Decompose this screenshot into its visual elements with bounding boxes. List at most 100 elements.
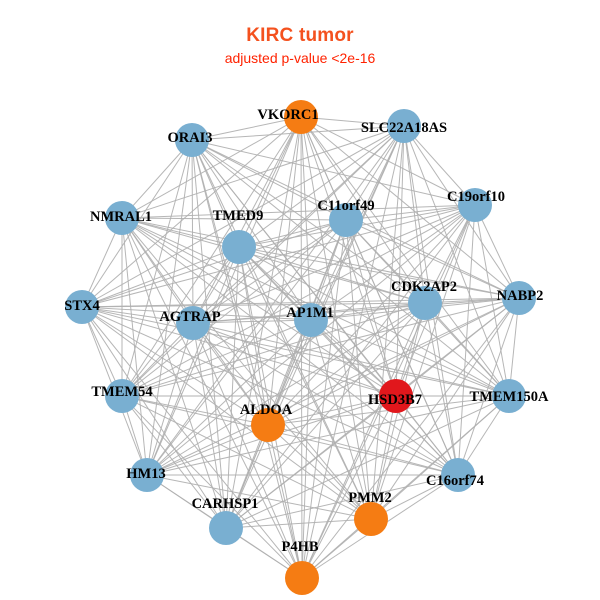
graph-edge [267,125,405,426]
graph-node-p4hb[interactable] [285,561,319,595]
graph-edge [192,322,510,397]
edges-layer [81,116,520,579]
graph-edge [81,306,194,324]
graph-node-vkorc1[interactable] [284,100,318,134]
graph-edge [238,246,510,397]
graph-node-c11orf49[interactable] [329,203,363,237]
graph-node-hsd3b7[interactable] [379,379,413,413]
graph-edge [191,139,194,324]
graph-edge [225,474,459,529]
graph-edge [345,219,459,476]
graph-node-pmm2[interactable] [354,502,388,536]
graph-edge [121,217,240,248]
graph-edge [146,219,347,476]
graph-node-cdk2ap2[interactable] [408,286,442,320]
graph-edge [301,319,312,579]
graph-edge [238,219,347,248]
graph-node-ap1m1[interactable] [294,303,328,337]
graph-edge [146,302,426,476]
graph-node-c19orf10[interactable] [458,188,492,222]
page-title: KIRC tumor [246,25,354,46]
graph-edge [310,204,476,321]
graph-edge [81,306,510,397]
graph-edge [225,246,240,529]
graph-node-nabp2[interactable] [502,281,536,315]
graph-edge [225,518,372,529]
graph-edge [146,297,520,476]
graph-edge [225,219,347,529]
graph-node-tmed9[interactable] [222,230,256,264]
graph-edge [191,139,240,248]
graph-edge [121,302,426,397]
graph-edge [301,395,397,579]
graph-edge [121,217,426,304]
graph-node-c16orf74[interactable] [441,458,475,492]
graph-edge [121,217,148,476]
graph-edge [238,246,520,299]
graph-edge [192,322,269,426]
graph-edge [225,395,510,529]
graph-edge [192,116,302,324]
graph-node-slc22a18as[interactable] [387,109,421,143]
graph-edge [310,319,397,397]
graph-edge [121,204,476,219]
graph-node-carhsp1[interactable] [209,511,243,545]
graph-edge [225,424,269,529]
graph-edge [345,125,405,221]
graph-node-tmem54[interactable] [105,379,139,413]
graph-edge [395,125,405,397]
graph-edge [424,302,510,397]
graph-node-aldoa[interactable] [251,408,285,442]
graph-edge [192,322,397,397]
graph-edge [121,217,347,221]
graph-edge [301,302,426,579]
graph-edge [191,139,303,579]
graph-edge [191,139,227,529]
graph-edge [121,217,227,529]
graph-edge [81,306,372,520]
graph-edge [121,116,302,397]
graph-node-nmral1[interactable] [105,201,139,235]
graph-edge [267,424,303,579]
graph-edge [81,306,397,397]
graph-edge [238,116,302,248]
graph-edge [121,217,520,299]
graph-edge [121,395,459,476]
graph-edge [121,297,520,397]
graph-edge [310,319,372,520]
graph-edge [121,395,227,529]
graph-edge [267,395,397,426]
graph-node-tmem150a[interactable] [492,379,526,413]
graph-edge [267,424,372,520]
graph-edge [301,297,520,579]
title-block: KIRC tumor adjusted p-value <2e-16 [0,24,600,67]
graph-edge [267,116,302,426]
graph-edge [191,139,426,304]
graph-node-orai3[interactable] [175,123,209,157]
graph-edge [146,424,269,476]
graph-edge [301,125,405,579]
graph-edge [474,204,520,299]
graph-node-agtrap[interactable] [176,306,210,340]
graph-edge [238,246,269,426]
graph-edge [403,125,476,206]
graph-edge [121,395,269,426]
graph-edge [192,297,520,324]
graph-edge [300,116,510,397]
graph-edge [457,297,520,476]
graph-edge [81,116,302,308]
graph-edge [310,319,510,397]
graph-edge [81,306,269,426]
graph-edge [191,139,476,206]
graph-node-hm13[interactable] [130,458,164,492]
graph-edge [300,116,426,304]
graph-node-stx4[interactable] [65,290,99,324]
graph-edge [121,125,405,219]
graph-edge [121,319,312,397]
page-subtitle: adjusted p-value <2e-16 [224,49,376,66]
graph-edge [192,322,459,476]
graph-edge [81,306,459,476]
graph-edge [238,125,405,248]
nodes-layer [65,100,536,595]
graph-edge [121,217,397,397]
